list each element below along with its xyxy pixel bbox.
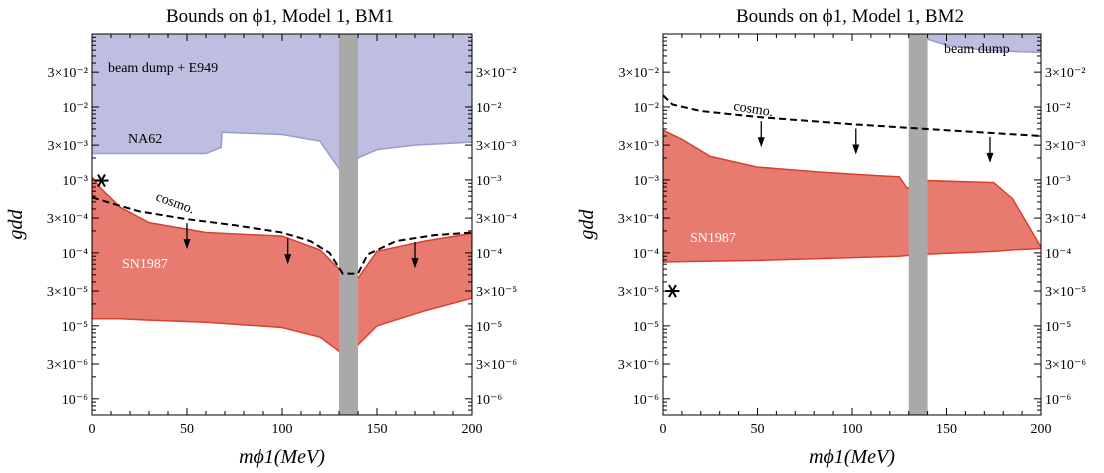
y-tick-label-right: 10⁻⁵ [1045,320,1071,335]
annotation-cosmo: cosmo. [732,99,774,120]
y-tick-label-right: 3×10⁻² [1045,66,1085,81]
y-tick-label-right: 10⁻² [1045,101,1071,116]
x-tick-label: 50 [180,422,194,437]
y-tick-label-left: 3×10⁻⁴ [47,212,88,227]
chart-panel-2: 0 50 100 150 200 10⁻⁶ 10⁻⁶ 3×10⁻⁶ 3×10⁻⁶ 10⁻⁵ 10⁻⁵… [576,6,1086,468]
x-tick-label: 150 [367,422,388,437]
annotation-sn1987: SN1987 [690,231,736,246]
excluded-band [908,34,928,415]
y-tick-label-right: 3×10⁻³ [1045,139,1085,154]
plot-area [663,34,1041,415]
y-tick-label-right: 3×10⁻⁵ [1045,285,1086,300]
y-tick-label-left: 3×10⁻³ [48,139,88,154]
x-tick-label: 100 [842,422,863,437]
y-tick-label-right: 3×10⁻⁶ [1045,358,1086,373]
y-tick-label-right: 10⁻⁴ [1045,247,1071,262]
cosmo-line [663,94,1041,137]
plot-area [92,34,472,415]
y-tick-label-right: 3×10⁻⁴ [476,212,517,227]
cosmo-line [92,196,472,275]
annotation-na62: NA62 [128,132,162,147]
chart-title: Bounds on ϕ1, Model 1, BM1 [166,6,394,27]
x-axis-label: mϕ1(MeV) [809,446,895,468]
y-tick-label-left: 10⁻³ [62,174,88,189]
y-tick-label-left: 3×10⁻⁵ [618,285,659,300]
cosmo-arrow-head [757,137,765,148]
cosmo-arrow-head [852,144,860,155]
chart-panel-1: 0 50 100 150 200 10⁻⁶ 10⁻⁶ 3×10⁻⁶ 3×10⁻⁶ 10⁻⁵ 10⁻⁵… [5,6,517,468]
y-tick-label-left: 10⁻³ [633,174,659,189]
y-tick-label-left: 10⁻⁵ [633,320,659,335]
annotation-beam-dump: beam dump [944,42,1010,57]
x-tick-label: 100 [272,422,293,437]
y-tick-label-left: 3×10⁻⁴ [618,212,659,227]
cosmo-arrow-head [183,239,191,250]
beam-dump-region [927,34,1041,53]
star-stroke [97,174,106,188]
excluded-band [339,34,358,415]
sn1987-region [663,129,1041,263]
y-tick-label-left: 10⁻⁴ [62,247,88,262]
y-tick-label-right: 10⁻⁴ [476,247,502,262]
chart-title: Bounds on ϕ1, Model 1, BM2 [736,6,964,27]
y-tick-label-left: 10⁻⁴ [633,247,659,262]
y-tick-label-right: 3×10⁻³ [476,139,516,154]
y-tick-label-right: 10⁻² [476,101,502,116]
annotation-sn1987: SN1987 [122,257,168,272]
y-tick-label-left: 3×10⁻² [48,66,88,81]
cosmo-arrow-head [986,152,994,163]
y-tick-label-right: 10⁻⁶ [476,393,502,408]
beam-dump-region [92,34,472,177]
y-tick-label-right: 3×10⁻⁵ [476,285,517,300]
x-tick-label: 0 [89,422,96,437]
y-tick-label-left: 10⁻² [633,101,659,116]
star-stroke [668,284,677,298]
y-tick-label-right: 10⁻³ [1045,174,1071,189]
x-tick-label: 200 [1031,422,1052,437]
y-tick-label-right: 3×10⁻⁴ [1045,212,1086,227]
y-tick-label-right: 3×10⁻⁶ [476,358,517,373]
y-tick-label-left: 10⁻⁵ [62,320,88,335]
x-tick-label: 150 [936,422,957,437]
x-axis-label: mϕ1(MeV) [239,446,325,468]
cosmo-arrow-head [284,254,292,265]
sn1987-region [92,175,472,364]
benchmark-star-icon [94,174,109,188]
x-tick-label: 200 [462,422,483,437]
y-tick-label-left: 3×10⁻² [619,66,659,81]
y-tick-label-right: 10⁻⁵ [476,320,502,335]
annotation-beam-dump: beam dump + E949 [108,61,218,76]
x-tick-label: 50 [751,422,765,437]
y-tick-label-right: 3×10⁻² [476,66,516,81]
cosmo-arrow-head [411,258,419,269]
y-tick-label-left: 3×10⁻⁶ [618,358,659,373]
y-axis-label: gdd [5,209,27,240]
y-tick-label-left: 10⁻⁶ [633,393,659,408]
beam-dump-edge [927,38,1041,54]
annotation-cosmo: cosmo. [154,190,197,218]
y-tick-label-left: 10⁻⁶ [62,393,88,408]
y-tick-label-left: 10⁻² [62,101,88,116]
y-tick-label-left: 3×10⁻³ [619,139,659,154]
y-tick-label-right: 10⁻³ [476,174,502,189]
y-tick-label-left: 3×10⁻⁵ [47,285,88,300]
y-tick-label-left: 3×10⁻⁶ [47,358,88,373]
x-tick-label: 0 [660,422,667,437]
y-axis-label: gdd [576,209,598,240]
y-tick-label-right: 10⁻⁶ [1045,393,1071,408]
